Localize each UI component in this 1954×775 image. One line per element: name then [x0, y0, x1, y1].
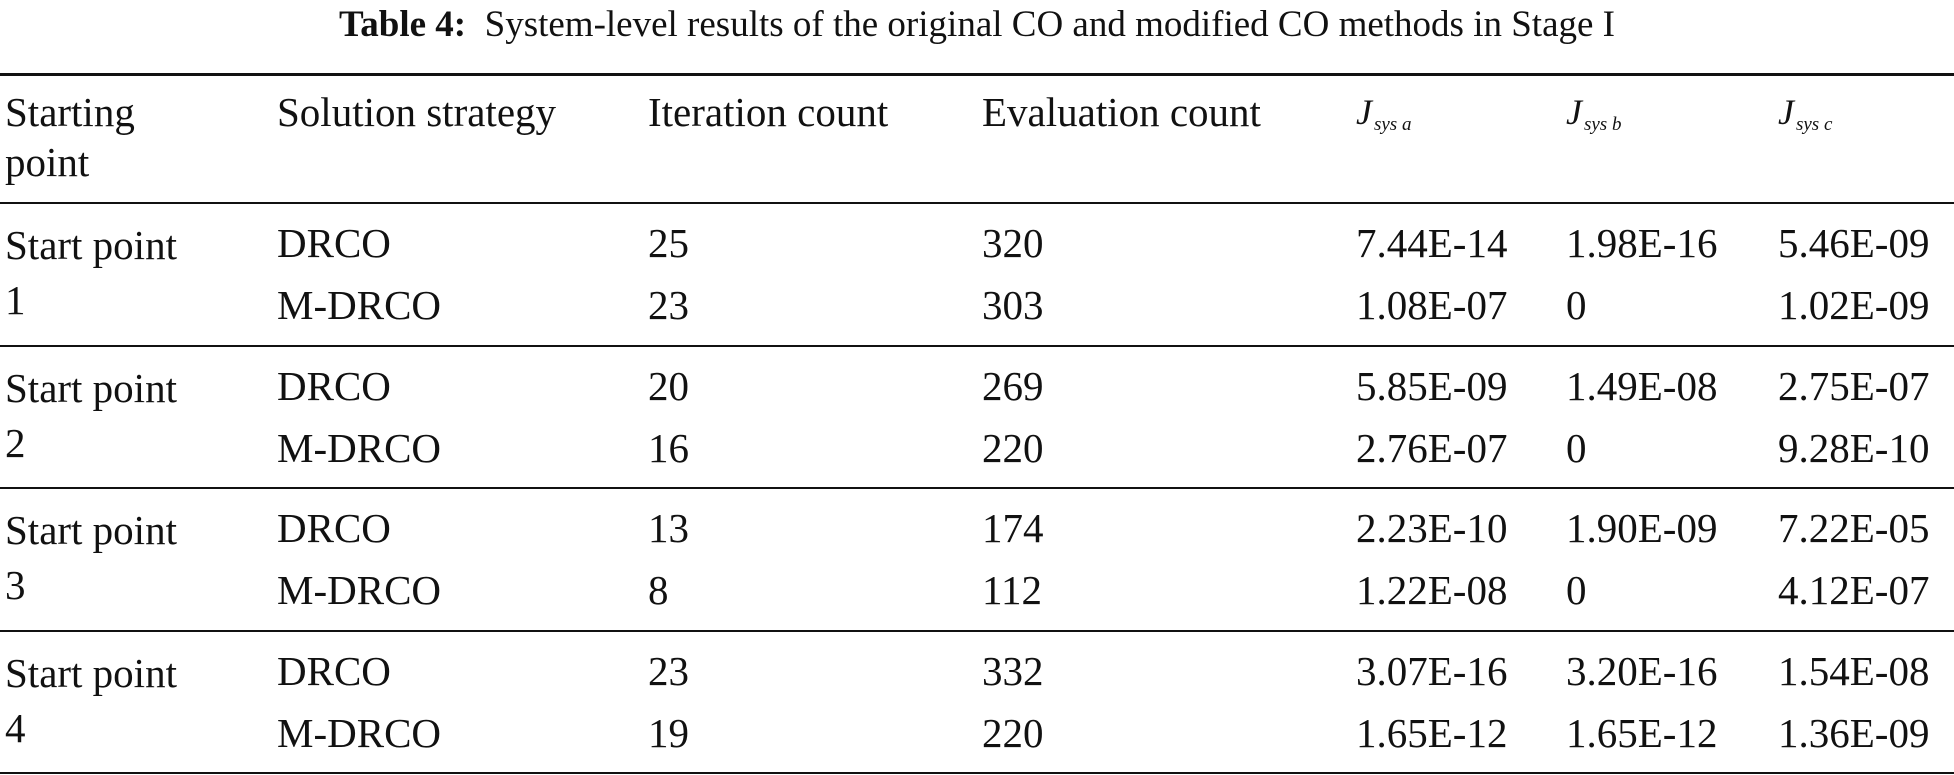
table-cell: 1.02E-09	[1778, 282, 1930, 328]
caption-text: System-level results of the original CO …	[484, 4, 1616, 45]
symbol: J	[1566, 92, 1582, 132]
table-cell: M-DRCO	[277, 567, 442, 613]
table-cell: 269	[982, 362, 1044, 409]
table-rule	[0, 73, 1954, 76]
table-cell: M-DRCO	[277, 709, 442, 756]
start-point: Start point	[5, 649, 177, 696]
table-cell: 9.28E-10	[1778, 424, 1930, 471]
table-cell: 320	[982, 220, 1044, 266]
table-cell: 4.12E-07	[1778, 567, 1930, 613]
start-point: 1	[5, 277, 26, 323]
table-cell: 8	[648, 567, 669, 613]
table-cell: DRCO	[277, 220, 391, 266]
symbol: J	[1778, 92, 1794, 132]
table-cell: 332	[982, 647, 1044, 694]
start-point: Start point	[5, 364, 177, 411]
table-cell: 1.90E-09	[1566, 505, 1718, 551]
table-cell: 1.98E-16	[1566, 220, 1718, 266]
table-cell: 0	[1566, 567, 1587, 613]
table-cell: 303	[982, 282, 1044, 328]
table-cell: 0	[1566, 424, 1587, 471]
table-cell: 5.46E-09	[1778, 220, 1930, 266]
table-cell: 3.20E-16	[1566, 647, 1718, 694]
table-cell: 112	[982, 567, 1042, 613]
table-cell: 1.65E-12	[1356, 709, 1508, 756]
table-caption: Table 4: System-level results of the ori…	[0, 2, 1954, 48]
table-cell: M-DRCO	[277, 424, 442, 471]
header-cell: Evaluation count	[982, 89, 1261, 135]
table-cell: 19	[648, 709, 689, 756]
table-cell: 3.07E-16	[1356, 647, 1508, 694]
table-rule	[0, 487, 1954, 489]
table-cell: 0	[1566, 282, 1587, 328]
table-cell: 5.85E-09	[1356, 362, 1508, 409]
start-point: 2	[5, 419, 26, 466]
table-cell: 7.22E-05	[1778, 505, 1930, 551]
start-point: 3	[5, 562, 26, 608]
table-cell: 2.23E-10	[1356, 505, 1508, 551]
table-cell: M-DRCO	[277, 282, 442, 328]
table-cell: 2.75E-07	[1778, 362, 1930, 409]
table-cell: 23	[648, 647, 689, 694]
start-point: Start point	[5, 222, 177, 268]
table-rule	[0, 772, 1954, 774]
table-cell: 1.22E-08	[1356, 567, 1508, 613]
table-cell: DRCO	[277, 505, 391, 551]
table-cell: 1.54E-08	[1778, 647, 1930, 694]
header-cell: Starting	[5, 89, 135, 135]
table-cell: 1.36E-09	[1778, 709, 1930, 756]
table-cell: 2.76E-07	[1356, 424, 1508, 471]
table-cell: 174	[982, 505, 1044, 551]
symbol: J	[1356, 92, 1372, 132]
table-cell: 7.44E-14	[1356, 220, 1508, 266]
header-cell: Iteration count	[648, 89, 889, 135]
subscript: sys c	[1795, 114, 1833, 135]
table-cell: 1.49E-08	[1566, 362, 1718, 409]
table-cell: 13	[648, 505, 689, 551]
table-rule	[0, 630, 1954, 632]
header-cell: point	[5, 139, 90, 185]
subscript: sys b	[1583, 114, 1622, 135]
table-cell: 1.65E-12	[1566, 709, 1718, 756]
table-rule	[0, 202, 1954, 204]
caption-label: Table 4:	[338, 4, 467, 45]
table-rule	[0, 345, 1954, 347]
table-cell: 220	[982, 709, 1044, 756]
start-point: Start point	[5, 507, 177, 553]
table-cell: 23	[648, 282, 689, 328]
table-cell: 16	[648, 424, 689, 471]
table-cell: 220	[982, 424, 1044, 471]
start-point: 4	[5, 704, 26, 751]
table-cell: DRCO	[277, 647, 391, 694]
table-cell: 20	[648, 362, 689, 409]
table-cell: 1.08E-07	[1356, 282, 1508, 328]
subscript: sys a	[1373, 114, 1412, 135]
table-cell: DRCO	[277, 362, 391, 409]
header-cell: Solution strategy	[277, 89, 557, 135]
table-cell: 25	[648, 220, 689, 266]
